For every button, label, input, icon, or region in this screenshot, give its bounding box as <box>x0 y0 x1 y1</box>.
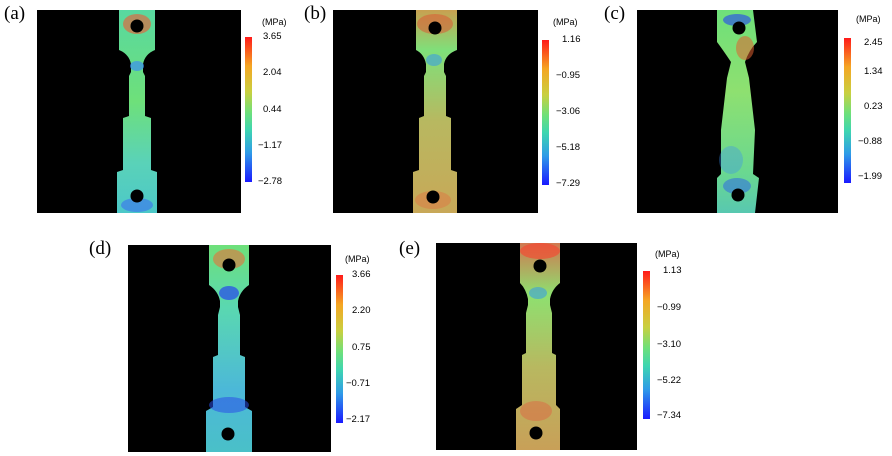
panel-c-tick: −1.99 <box>858 171 883 182</box>
panel-d-tick: 2.20 <box>352 305 371 316</box>
panel-d-tick: 0.75 <box>352 342 371 353</box>
panel-b-unit: (MPa) <box>553 17 578 27</box>
panel-e-tick: −0.99 <box>657 302 682 313</box>
panel-c-tick: 1.34 <box>864 66 883 77</box>
panel-c-unit: (MPa) <box>856 14 881 24</box>
panel-b-tick: −3.06 <box>556 106 581 117</box>
panel-b-tick: 1.16 <box>562 34 581 45</box>
panel-a-stress-map <box>37 10 241 213</box>
panel-d-tick: −2.17 <box>346 414 371 425</box>
panel-c-label: (c) <box>604 3 626 24</box>
panel-e-unit: (MPa) <box>655 249 680 259</box>
panel-b-tick: −5.18 <box>556 142 581 153</box>
panel-b-tick: −7.29 <box>556 178 581 189</box>
panel-e-tick: 1.13 <box>663 265 682 276</box>
panel-b-tick: −0.95 <box>556 70 581 81</box>
panel-c-colorbar <box>844 38 851 183</box>
panel-c-stress-map <box>637 10 838 213</box>
panel-d-stress-map <box>128 245 331 452</box>
panel-a-colorbar <box>245 37 252 182</box>
panel-b-stress-map <box>333 10 538 213</box>
panel-b-colorbar <box>542 40 549 185</box>
panel-a-tick: −1.17 <box>258 140 283 151</box>
panel-d-tick: 3.66 <box>352 269 371 280</box>
panel-e-tick: −3.10 <box>657 339 682 350</box>
panel-e-tick: −7.34 <box>657 410 682 421</box>
panel-a-tick: 2.04 <box>263 67 282 78</box>
panel-e-label: (e) <box>399 238 421 259</box>
panel-e-tick: −5.22 <box>657 375 682 386</box>
panel-b-label: (b) <box>304 3 327 24</box>
panel-a-tick: 0.44 <box>263 104 282 115</box>
panel-e-colorbar <box>643 271 650 419</box>
panel-d-label: (d) <box>89 238 112 259</box>
panel-d-tick: −0.71 <box>346 378 371 389</box>
panel-c-tick: 0.23 <box>864 101 883 112</box>
panel-a-tick: −2.78 <box>258 176 283 187</box>
panel-d-colorbar <box>336 275 343 423</box>
panel-a-unit: (MPa) <box>262 17 287 27</box>
panel-a-label: (a) <box>4 3 26 24</box>
panel-e-stress-map <box>436 243 637 450</box>
panel-c-tick: −0.88 <box>858 136 883 147</box>
panel-a-tick: 3.65 <box>263 31 282 42</box>
panel-d-unit: (MPa) <box>345 254 370 264</box>
panel-c-tick: 2.45 <box>864 37 883 48</box>
